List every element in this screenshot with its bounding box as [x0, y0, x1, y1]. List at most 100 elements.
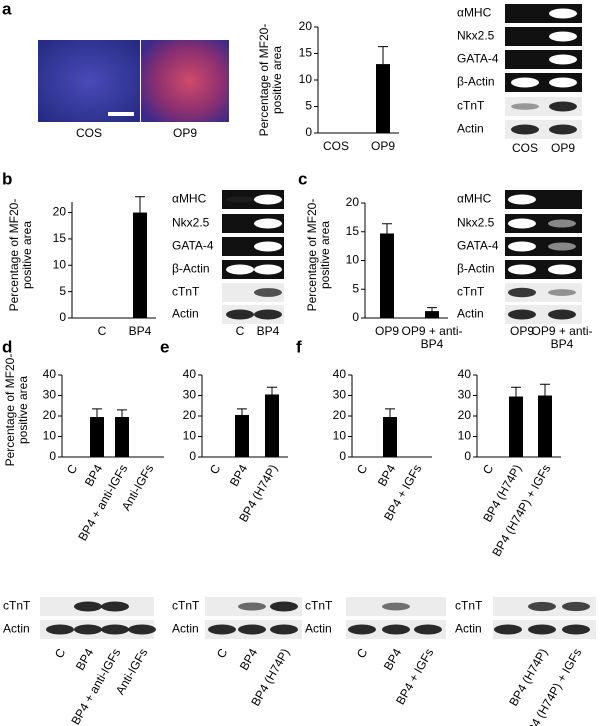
bar: [425, 311, 439, 318]
blot-lane-label: OP9 + anti-BP4: [531, 324, 593, 351]
y-tick-label: 40: [43, 367, 57, 381]
gel-band: [270, 624, 298, 635]
x-tick-label: BP4: [375, 462, 399, 489]
x-tick-label: C: [64, 462, 81, 477]
bar: [235, 414, 249, 457]
bar: [115, 417, 129, 457]
x-tick-label: C: [97, 324, 107, 338]
bar: [90, 417, 104, 457]
error-bar: [540, 383, 550, 396]
gel-band: [46, 624, 74, 635]
x-tick-label: OP9: [374, 324, 399, 338]
gel-band: [226, 309, 254, 320]
gel-band: [548, 242, 576, 251]
y-tick-label: 20: [458, 408, 472, 422]
y-tick-label: 0: [59, 310, 66, 324]
gel-band: [494, 624, 522, 635]
gel-band: [128, 624, 156, 635]
x-tick-label: C: [207, 462, 224, 477]
x-tick-label: C: [354, 462, 371, 477]
gel-band: [101, 601, 129, 612]
error-bar: [382, 223, 392, 234]
blot-lane-label: OP9: [550, 141, 575, 155]
x-tick-label: C: [480, 462, 497, 477]
gel-band: [508, 241, 536, 252]
y-tick-label: 20: [183, 408, 197, 422]
y-tick-label: 40: [458, 367, 472, 381]
y-tick-label: 10: [346, 253, 360, 267]
gel-band: [226, 264, 254, 275]
gel-band: [549, 124, 577, 135]
x-tick-label: COS: [322, 139, 349, 153]
gel-band: [549, 101, 577, 112]
y-tick-label: 0: [339, 449, 346, 463]
gel-band: [508, 194, 536, 205]
gel-band: [562, 624, 590, 635]
y-tick-label: 15: [346, 224, 360, 238]
gel-band: [508, 309, 536, 320]
y-axis-label: Percentage of MF20-positive area: [3, 353, 30, 467]
panel-letter: b: [2, 169, 12, 188]
bar: [133, 212, 147, 318]
bar: [538, 395, 552, 457]
y-tick-label: 20: [43, 408, 57, 422]
blot-row-label: cTnT: [172, 285, 200, 299]
gel-band: [562, 601, 590, 612]
gel-band: [254, 288, 282, 297]
gel-strip: [222, 283, 284, 302]
panel-letter: a: [2, 0, 12, 18]
y-tick-label: 10: [333, 429, 347, 443]
blot-lane-label: COS: [511, 141, 538, 155]
blot-lane-label: C: [52, 646, 69, 661]
y-tick-label: 20: [333, 408, 347, 422]
y-tick-label: 20: [346, 195, 360, 209]
panel-letter: c: [298, 169, 307, 188]
micrograph-label: OP9: [172, 126, 197, 140]
y-tick-label: 30: [43, 388, 57, 402]
x-tick-label: BP4: [128, 324, 152, 338]
blot-lane-label: C: [354, 646, 371, 661]
y-tick-label: 30: [183, 388, 197, 402]
bar: [380, 233, 394, 318]
error-bar: [427, 307, 437, 312]
y-tick-label: 40: [333, 367, 347, 381]
gel-band: [348, 624, 376, 635]
y-axis-label: Percentage of MF20-positive area: [305, 198, 332, 312]
error-bar: [385, 408, 395, 418]
blot-row-label: cTnT: [457, 99, 485, 113]
gel-band: [549, 54, 577, 65]
blot-lane-label: BP4: [256, 324, 280, 338]
error-bar: [92, 408, 102, 418]
error-bar: [117, 409, 127, 418]
y-tick-label: 20: [53, 205, 67, 219]
gel-band: [270, 601, 298, 612]
y-tick-label: 0: [305, 125, 312, 139]
error-bar: [267, 386, 277, 395]
blot-row-label: cTnT: [455, 599, 483, 613]
y-tick-label: 30: [333, 388, 347, 402]
gel-band: [254, 241, 282, 252]
y-tick-label: 10: [183, 429, 197, 443]
x-tick-label: BP4: [82, 462, 106, 489]
y-tick-label: 30: [458, 388, 472, 402]
error-bar: [135, 196, 145, 213]
blot-row-label: Actin: [3, 622, 30, 636]
blot-row-label: Nkx2.5: [457, 29, 495, 43]
gel-band: [548, 264, 576, 275]
blot-row-label: β-Actin: [457, 75, 495, 89]
blot-row-label: GATA-4: [172, 239, 214, 253]
gel-band: [74, 601, 102, 612]
y-tick-label: 15: [53, 231, 67, 245]
blot-row-label: Actin: [305, 622, 332, 636]
blot-lane-label: BP4: [237, 646, 261, 673]
gel-band: [382, 602, 410, 611]
gel-band: [254, 264, 282, 275]
gel-band: [528, 601, 556, 612]
blot-row-label: Actin: [457, 307, 484, 321]
gel-band: [101, 624, 129, 635]
y-tick-label: 5: [59, 284, 66, 298]
y-tick-label: 10: [299, 72, 313, 86]
x-tick-label: OP9: [370, 139, 395, 153]
